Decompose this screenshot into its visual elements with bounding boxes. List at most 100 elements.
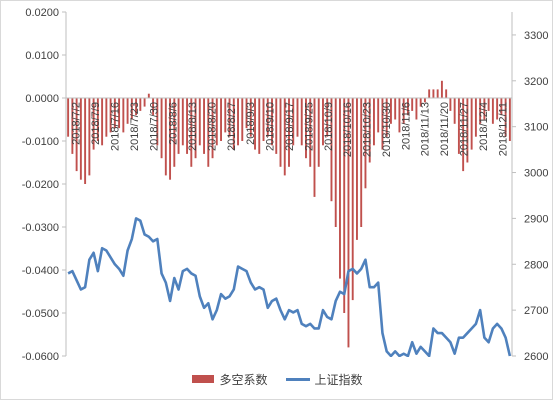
- bar: [351, 98, 354, 301]
- bar: [75, 98, 78, 172]
- legend-swatch-bars: [192, 375, 215, 383]
- x-tick-label: 2018/9/3: [245, 102, 257, 145]
- bar: [241, 98, 244, 141]
- left-tick-label: -0.0400: [22, 265, 59, 277]
- x-tick-label: 2018/11/13: [420, 102, 432, 156]
- bar: [135, 98, 138, 116]
- bar: [330, 98, 333, 202]
- bar: [322, 98, 324, 146]
- bar: [160, 98, 163, 159]
- bar: [139, 98, 142, 111]
- bar: [317, 98, 320, 167]
- bar: [449, 98, 452, 111]
- bar: [491, 98, 494, 124]
- x-tick-label: 2018/7/30: [148, 102, 160, 151]
- bar: [288, 98, 290, 167]
- left-tick-label: -0.0600: [22, 351, 59, 363]
- bar: [147, 93, 150, 98]
- x-tick-label: 2018/7/9: [90, 102, 102, 145]
- bar: [339, 98, 341, 279]
- bar: [92, 98, 95, 150]
- bar: [402, 98, 405, 124]
- x-tick-label: 2018/8/27: [226, 102, 238, 151]
- bar: [432, 89, 435, 98]
- bar: [118, 98, 121, 129]
- bar: [470, 98, 473, 150]
- bar: [220, 98, 222, 141]
- x-tick-label: 2018/11/27: [459, 102, 471, 156]
- bar: [224, 98, 227, 133]
- bar: [436, 89, 439, 98]
- x-tick-label: 2018/8/6: [168, 102, 180, 145]
- bar: [479, 98, 482, 124]
- x-tick-label: 2018/9/17: [284, 102, 296, 151]
- bar: [428, 89, 431, 98]
- bar: [309, 98, 312, 167]
- bar: [177, 98, 180, 154]
- x-tick-label: 2018/10/30: [381, 102, 393, 157]
- x-tick-label: 2018/12/11: [497, 102, 509, 156]
- bar: [207, 98, 210, 167]
- bar: [105, 98, 108, 137]
- bar: [385, 98, 388, 137]
- bar: [326, 98, 329, 137]
- bar: [215, 98, 218, 146]
- right-tick-label: 2800: [524, 259, 548, 271]
- bar: [305, 98, 307, 159]
- left-tick-label: -0.0100: [22, 136, 59, 148]
- legend-label-line: 上证指数: [314, 372, 363, 387]
- bar: [122, 98, 125, 133]
- bar: [483, 98, 486, 120]
- bar: [113, 98, 116, 129]
- right-tick-label: 2900: [524, 213, 548, 225]
- bar: [67, 98, 70, 137]
- bar: [377, 98, 380, 133]
- bar: [130, 98, 133, 120]
- bar: [88, 98, 91, 176]
- x-tick-label: 2018/7/2: [71, 102, 83, 145]
- bar: [381, 98, 384, 150]
- x-tick-label: 2018/7/23: [129, 102, 141, 151]
- right-tick-label: 3000: [524, 168, 548, 180]
- index-line: [67, 217, 512, 357]
- bar: [198, 98, 201, 146]
- bar: [457, 98, 460, 154]
- bar: [343, 98, 346, 313]
- bar: [313, 98, 316, 197]
- bar: [500, 98, 503, 116]
- bar: [152, 98, 155, 116]
- bar: [266, 98, 269, 137]
- left-tick-label: 0.0000: [25, 93, 59, 105]
- legend-swatch-line: [285, 377, 310, 381]
- bar: [440, 80, 443, 98]
- right-tick-label: 3200: [524, 76, 548, 88]
- bar: [271, 98, 273, 146]
- bar: [406, 98, 409, 116]
- x-tick-label: 2018/10/9: [323, 102, 335, 151]
- bar: [394, 98, 397, 120]
- bar: [258, 98, 261, 154]
- bar: [474, 98, 477, 137]
- bar: [368, 98, 371, 163]
- bar: [143, 98, 146, 107]
- legend-item-line: 上证指数: [285, 371, 363, 388]
- legend: 多空系数 上证指数: [0, 370, 555, 388]
- bar: [262, 98, 265, 141]
- bar: [300, 98, 303, 146]
- left-tick-label: -0.0500: [22, 308, 59, 320]
- bar: [462, 98, 465, 172]
- bar: [181, 98, 184, 146]
- bar: [453, 98, 456, 124]
- bar: [156, 98, 159, 146]
- bar: [292, 98, 295, 146]
- bar: [190, 98, 193, 167]
- bar: [496, 98, 499, 120]
- bar: [249, 98, 252, 137]
- right-tick-label: 3300: [524, 30, 548, 42]
- x-tick-label: 2018/9/10: [265, 102, 277, 151]
- x-tick-label: 2018/9/25: [303, 102, 315, 151]
- bar: [356, 98, 358, 240]
- bar: [109, 98, 112, 133]
- bar: [79, 98, 82, 180]
